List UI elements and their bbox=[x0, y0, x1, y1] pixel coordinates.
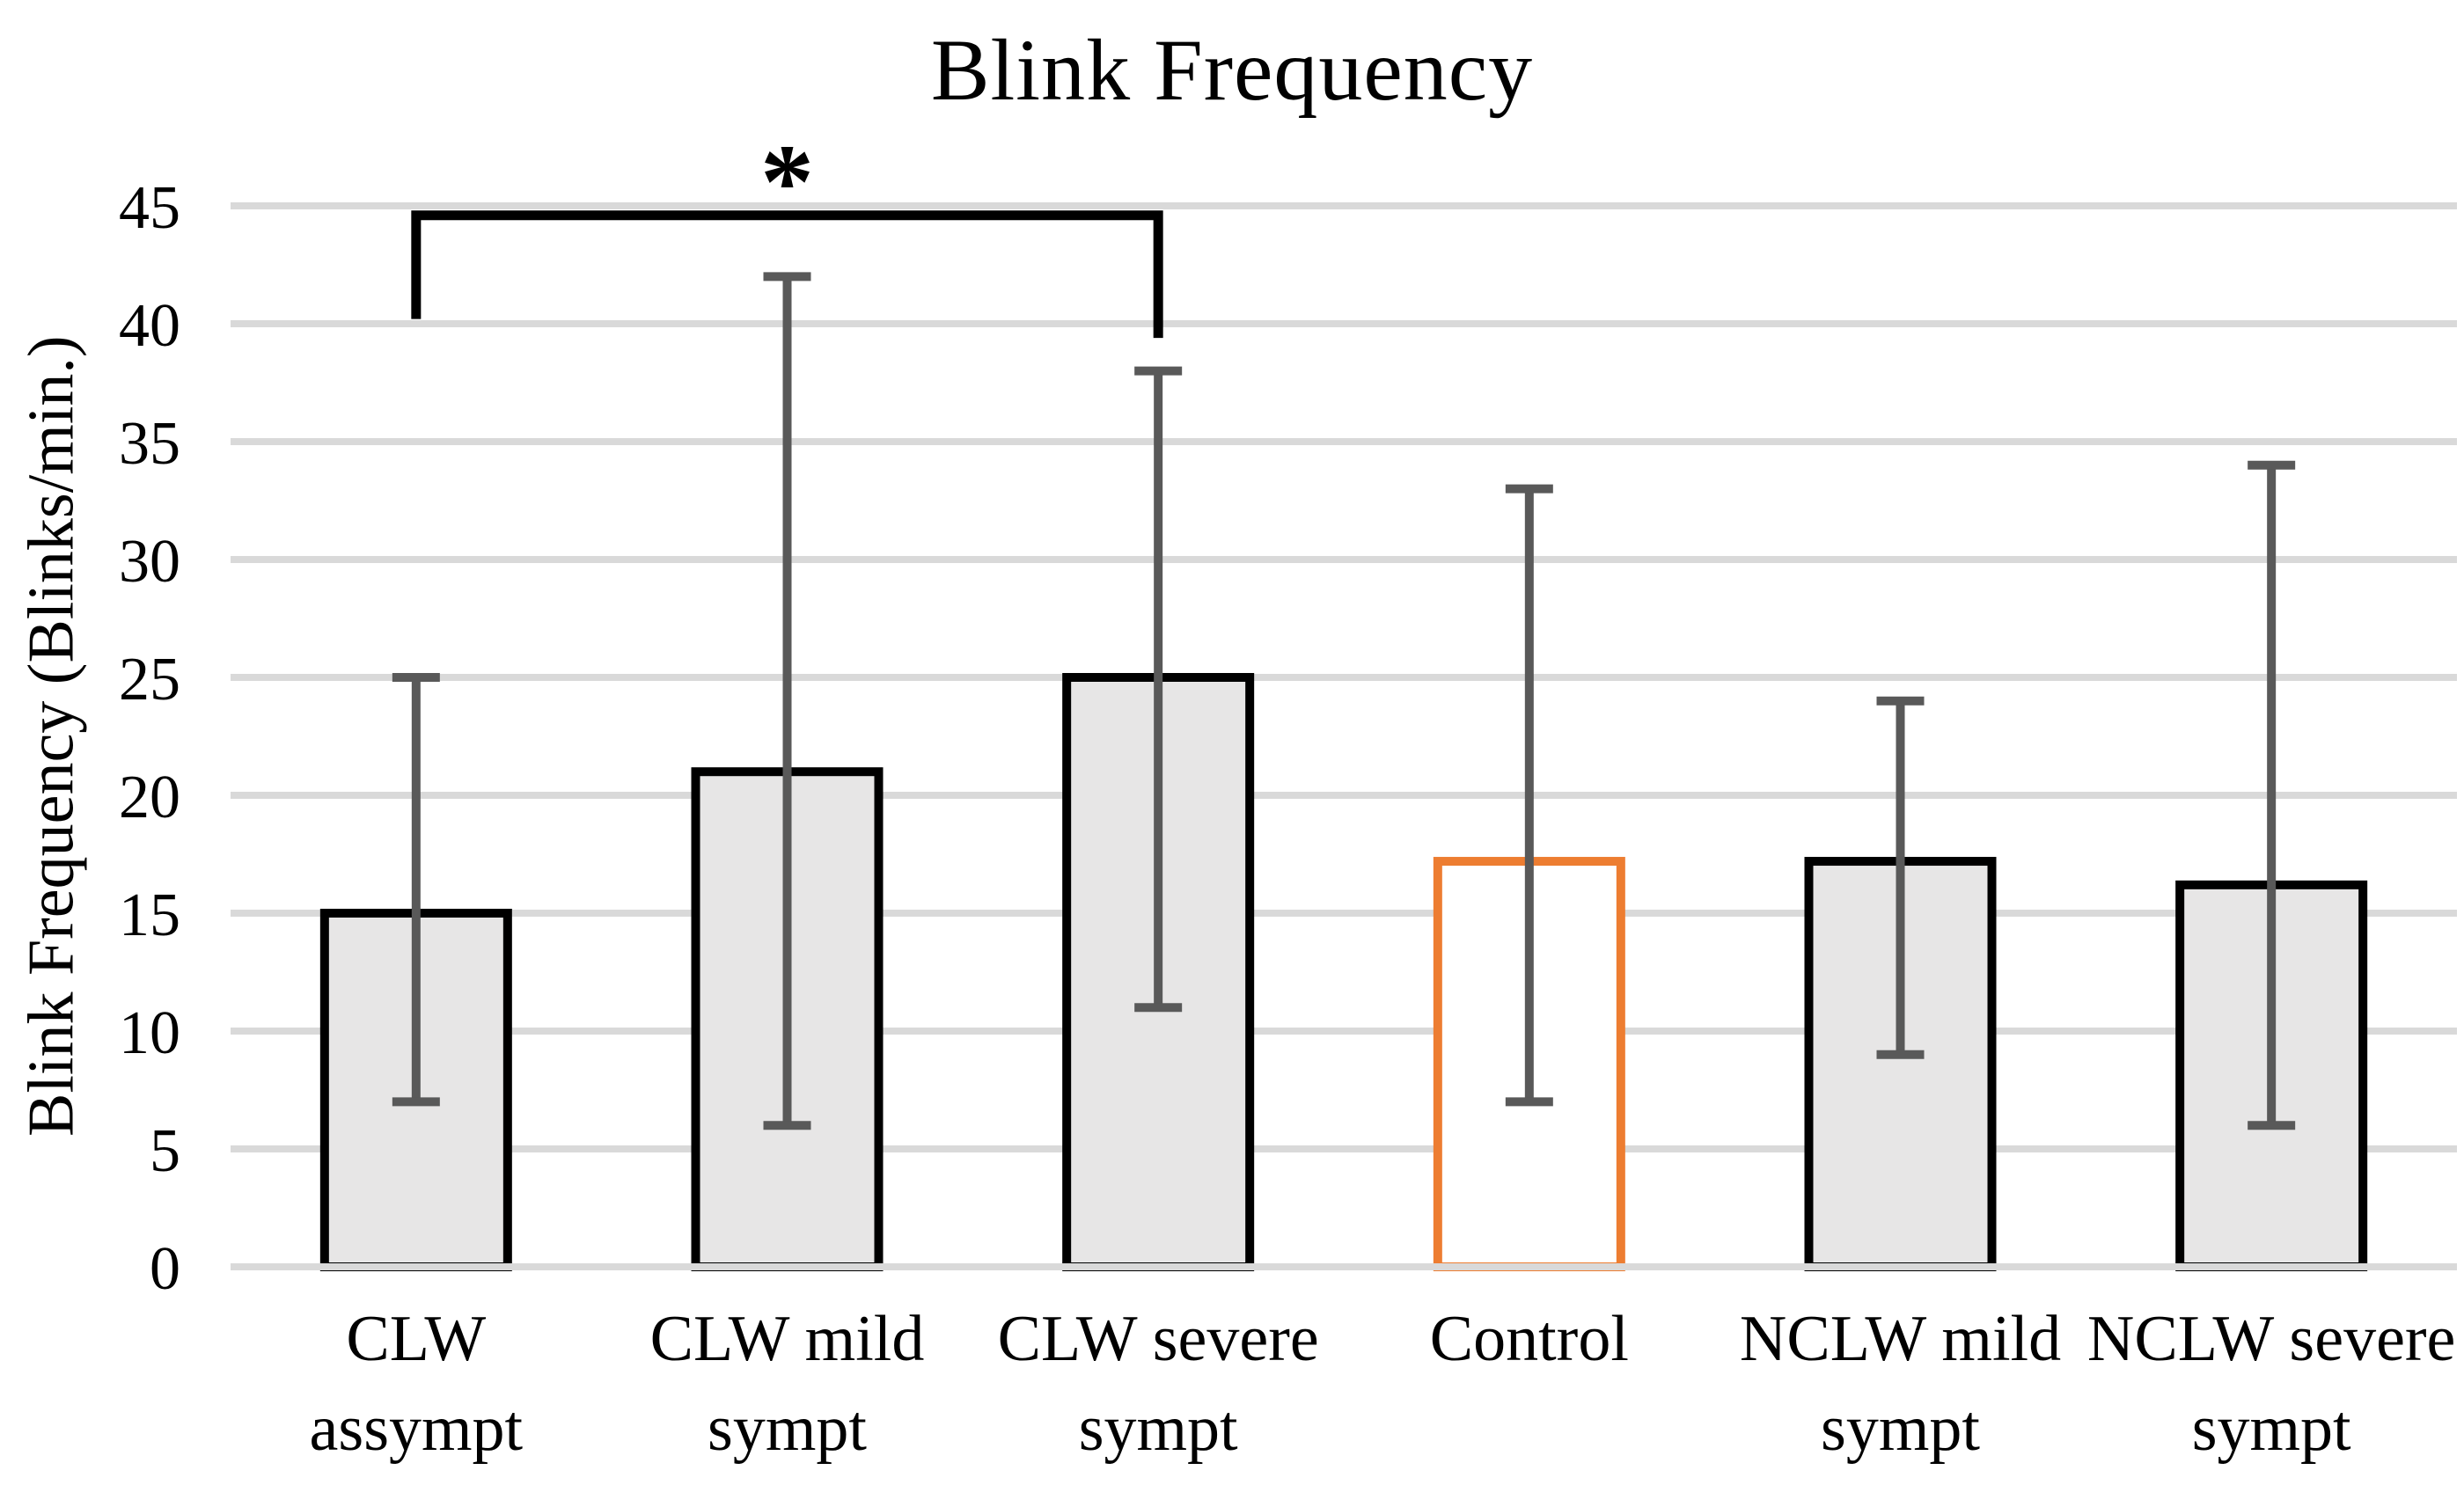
significance-label: * bbox=[760, 123, 814, 242]
x-axis-label-nclw-severe-sympt-line2: sympt bbox=[2192, 1393, 2351, 1465]
y-tick-label-40: 40 bbox=[119, 292, 180, 360]
x-axis-label-clw-severe-sympt-line1: CLW severe bbox=[998, 1303, 1319, 1375]
x-axis-label-clw-severe-sympt-line2: sympt bbox=[1079, 1393, 1238, 1465]
x-axis-label-nclw-mild-sympt-line1: NCLW mild bbox=[1740, 1303, 2061, 1375]
y-tick-label-15: 15 bbox=[119, 881, 180, 949]
y-tick-label-45: 45 bbox=[119, 174, 180, 242]
y-tick-label-10: 10 bbox=[119, 999, 180, 1067]
y-tick-label-20: 20 bbox=[119, 764, 180, 831]
chart-title: Blink Frequency bbox=[930, 21, 1534, 119]
x-axis-label-clw-assympt-line1: CLW bbox=[346, 1303, 486, 1375]
y-tick-label-25: 25 bbox=[119, 646, 180, 713]
y-tick-label-30: 30 bbox=[119, 528, 180, 596]
significance-bracket bbox=[411, 210, 1163, 339]
y-tick-label-0: 0 bbox=[150, 1235, 180, 1303]
x-axis-label-nclw-severe-sympt-line1: NCLW severe bbox=[2087, 1303, 2456, 1375]
x-axis-label-clw-mild-sympt-line1: CLW mild bbox=[650, 1303, 925, 1375]
x-axis-label-control-line1: Control bbox=[1430, 1303, 1629, 1375]
y-tick-label-5: 5 bbox=[150, 1117, 180, 1185]
x-axis-label-nclw-mild-sympt-line2: sympt bbox=[1821, 1393, 1980, 1465]
x-axis-label-clw-mild-sympt-line2: sympt bbox=[708, 1393, 867, 1465]
x-axis-label-clw-assympt-line2: assympt bbox=[310, 1393, 524, 1465]
y-tick-label-35: 35 bbox=[119, 410, 180, 478]
